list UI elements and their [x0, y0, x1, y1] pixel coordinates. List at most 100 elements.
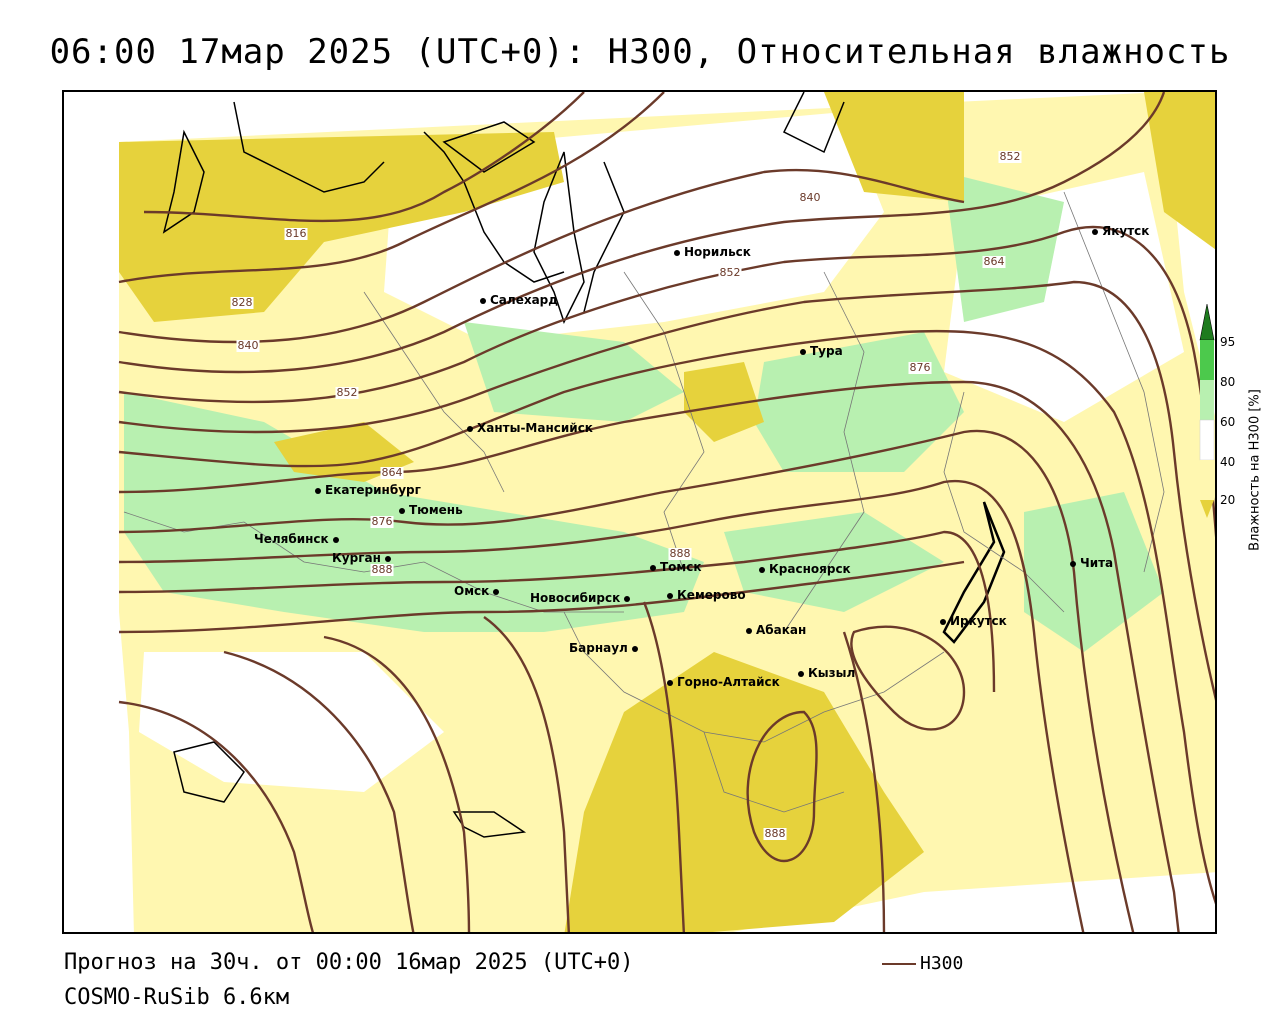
- city-tyumen: Тюмень: [399, 503, 463, 517]
- contour-888-low: [746, 710, 818, 863]
- colorbar-95: [1199, 303, 1215, 341]
- model-name: COSMO-RuSib 6.6км: [64, 985, 290, 1010]
- map-title: 06:00 17мар 2025 (UTC+0): H300, Относите…: [49, 32, 1231, 72]
- city-label: Норильск: [684, 245, 751, 259]
- city-marker: [798, 670, 804, 677]
- contour-label: 876: [370, 515, 394, 528]
- city-label: Абакан: [756, 623, 807, 637]
- colorbar-80-95: [1200, 340, 1214, 380]
- contour-label: 864: [380, 466, 404, 479]
- humidity-field-60-80: [464, 322, 684, 422]
- city-label: Кызыл: [808, 666, 856, 680]
- contour-label: 840: [798, 191, 822, 204]
- colorbar-tick: 40: [1220, 455, 1236, 469]
- city-chita: Чита: [1070, 556, 1113, 570]
- contour-label: 888: [763, 827, 787, 840]
- humidity-field-60-80: [1024, 492, 1164, 652]
- city-abakan: Абакан: [746, 623, 806, 637]
- city-marker: [315, 487, 321, 494]
- humidity-field-0-20: [119, 132, 564, 322]
- city-salekhard: Салехард: [480, 293, 558, 307]
- city-label: Кемерово: [677, 588, 746, 602]
- city-marker: [631, 645, 638, 652]
- city-label: Курган: [332, 551, 381, 565]
- contour-852: [118, 225, 1215, 538]
- city-marker: [650, 564, 656, 571]
- contour-legend: H300: [882, 953, 963, 974]
- city-marker: [667, 679, 673, 686]
- contour-label: 888: [370, 563, 394, 576]
- city-label: Горно-Алтайск: [677, 675, 780, 689]
- city-marker: [480, 297, 486, 304]
- city-label: Иркутск: [950, 614, 1007, 628]
- map-canvas: [64, 92, 1215, 932]
- city-gorno-altaysk: Горно-Алтайск: [667, 675, 780, 689]
- colorbar-tick: 80: [1220, 375, 1236, 389]
- city-marker: [332, 536, 339, 543]
- contour-label: 888: [668, 547, 692, 560]
- contour-label: 864: [982, 255, 1006, 268]
- city-label: Чита: [1080, 556, 1114, 570]
- city-marker: [493, 588, 500, 595]
- h300-contours: [118, 92, 1215, 932]
- contour-label: 876: [908, 361, 932, 374]
- city-label: Ханты-Мансийск: [477, 421, 593, 435]
- colorbar-60-80: [1200, 380, 1214, 420]
- city-label: Екатеринбург: [325, 483, 421, 497]
- city-krasnoyarsk: Красноярск: [759, 562, 851, 576]
- city-novosibirsk: Новосибирск: [530, 591, 634, 605]
- city-norilsk: Норильск: [674, 245, 751, 259]
- city-marker: [399, 507, 405, 514]
- city-marker: [467, 425, 473, 432]
- city-marker: [800, 348, 806, 355]
- city-marker: [1092, 228, 1098, 235]
- city-kurgan: Курган: [332, 551, 395, 565]
- city-omsk: Омск: [454, 584, 503, 598]
- colorbar-graphic: [1199, 303, 1215, 518]
- humidity-field-0-20: [684, 362, 764, 442]
- contour-label: 840: [236, 339, 260, 352]
- contour-label: 852: [335, 386, 359, 399]
- contour-swatch: [882, 963, 916, 965]
- city-irkutsk: Иркутск: [940, 614, 1007, 628]
- humidity-colorbar: 95 80 60 40 20: [1198, 300, 1278, 600]
- colorbar-title: Влажность на H300 [%]: [1247, 389, 1263, 551]
- humidity-field-0-20: [824, 92, 964, 202]
- humidity-field-60-80: [124, 392, 704, 632]
- map-area: 816 828 840 852 864 876 888 840 852 852 …: [62, 90, 1217, 934]
- city-khanty-mansiysk: Ханты-Мансийск: [467, 421, 593, 435]
- colorbar-tick: 20: [1220, 493, 1236, 507]
- city-label: Якутск: [1102, 224, 1150, 238]
- city-kyzyl: Кызыл: [798, 666, 855, 680]
- city-label: Челябинск: [254, 532, 329, 546]
- city-tomsk: Томск: [650, 560, 702, 574]
- city-label: Салехард: [490, 293, 558, 307]
- coastlines: [162, 92, 1006, 838]
- city-label: Тюмень: [409, 503, 463, 517]
- city-marker: [746, 627, 752, 634]
- city-marker: [674, 249, 680, 256]
- city-marker: [384, 555, 391, 562]
- colorbar-0-20: [1200, 500, 1214, 518]
- contour-876: [118, 479, 1085, 932]
- colorbar-40-60: [1199, 419, 1215, 461]
- city-label: Омск: [454, 584, 490, 598]
- city-label: Тура: [810, 344, 843, 358]
- colorbar-tick: 95: [1220, 335, 1236, 349]
- contour-label: 852: [718, 266, 742, 279]
- city-marker: [1070, 560, 1076, 567]
- city-marker: [624, 595, 631, 602]
- city-kemerovo: Кемерово: [667, 588, 746, 602]
- humidity-field-0-20: [1144, 92, 1215, 250]
- city-label: Томск: [660, 560, 702, 574]
- city-label: Красноярск: [769, 562, 851, 576]
- city-label: Новосибирск: [530, 591, 621, 605]
- city-tura: Тура: [800, 344, 843, 358]
- colorbar-20-40: [1200, 460, 1214, 500]
- contour-816: [143, 92, 585, 223]
- city-chelyabinsk: Челябинск: [254, 532, 343, 546]
- city-marker: [940, 618, 946, 625]
- contour-888: [118, 560, 965, 634]
- colorbar-tick: 60: [1220, 415, 1236, 429]
- city-yakutsk: Якутск: [1092, 224, 1149, 238]
